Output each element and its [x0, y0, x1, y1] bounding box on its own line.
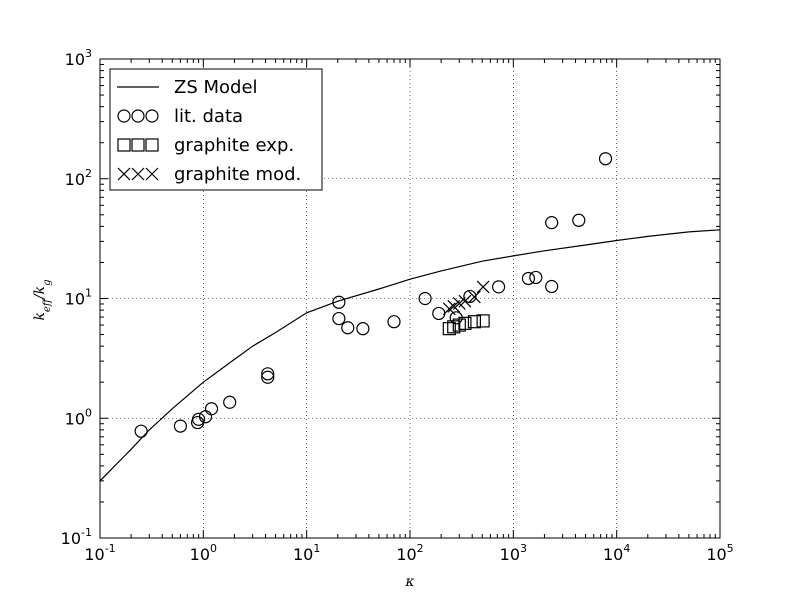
legend: ZS Model lit. data graphite exp. graphite m…	[109, 68, 323, 191]
legend-marker-swatch	[131, 109, 145, 123]
legend-marker-swatch	[145, 109, 159, 123]
data-point-circle	[341, 321, 355, 335]
x-tick-label: 105	[706, 542, 733, 564]
y-tick-label: 101	[65, 287, 92, 309]
data-point-circle	[173, 419, 188, 433]
data-point-circle	[545, 216, 559, 230]
data-point-circle	[192, 412, 206, 426]
y-tick-label: 103	[65, 47, 92, 69]
legend-marker-swatch	[117, 109, 131, 123]
data-point-square	[458, 316, 472, 330]
series-line-zs-model	[100, 229, 720, 482]
legend-label: graphite mod.	[174, 164, 301, 185]
x-tick-labels: 10-1 100 101 102 103 104 105	[84, 542, 733, 564]
data-point-square	[476, 314, 490, 328]
data-point-circle	[529, 270, 543, 285]
axis-ticks	[99, 58, 721, 539]
series-x	[442, 280, 490, 316]
data-point-x	[467, 290, 481, 304]
x-tick-label: 10-1	[84, 542, 115, 564]
data-point-circle	[134, 424, 148, 438]
data-point-circle	[198, 410, 213, 424]
data-point-x	[442, 302, 456, 316]
data-point-square	[442, 322, 456, 336]
data-point-circle	[418, 291, 432, 306]
data-point-circle	[223, 395, 237, 409]
x-tick-label: 102	[396, 542, 423, 564]
legend-entry: lit. data	[117, 106, 243, 127]
legend-marker-swatch	[131, 138, 145, 152]
legend-box	[109, 68, 323, 191]
data-point-circle	[387, 315, 401, 329]
legend-marker-swatch	[131, 167, 145, 181]
data-point-circle	[261, 370, 275, 384]
x-axis-label: κ	[404, 574, 414, 590]
series-layer	[100, 152, 720, 482]
data-point-circle	[491, 280, 506, 294]
legend-label: graphite exp.	[174, 135, 294, 156]
x-tick-label: 103	[500, 542, 527, 564]
data-point-square	[467, 315, 482, 329]
data-point-circle	[432, 306, 446, 321]
y-tick-label: 10-1	[61, 526, 92, 548]
data-point-circle	[261, 367, 275, 381]
data-point-circle	[572, 213, 586, 227]
data-point-circle	[463, 289, 477, 304]
y-tick-labels: 10-1 100 101 102 103	[61, 47, 92, 548]
data-point-circle	[545, 279, 559, 294]
data-point-x	[476, 280, 490, 294]
legend-entry: graphite exp.	[117, 135, 294, 156]
data-point-circle	[598, 152, 613, 166]
legend-entry: graphite mod.	[117, 164, 301, 185]
legend-marker-swatch	[117, 167, 131, 181]
series-square	[442, 314, 490, 336]
legend-marker-swatch	[145, 167, 159, 181]
data-point-circle	[204, 402, 219, 416]
data-point-circle	[521, 271, 536, 286]
x-tick-label: 100	[190, 542, 217, 564]
data-point-circle	[332, 311, 346, 326]
y-tick-label: 102	[65, 167, 92, 189]
data-point-circle	[332, 295, 346, 309]
legend-label: lit. data	[174, 106, 243, 127]
x-tick-label: 104	[603, 542, 630, 564]
legend-marker-swatch	[145, 138, 159, 152]
y-axis-label: keff/kg	[32, 279, 53, 320]
data-point-circle	[356, 322, 370, 336]
grid-lines	[100, 59, 720, 538]
data-point-x	[458, 294, 472, 308]
series-circle	[134, 152, 613, 438]
y-tick-label: 100	[65, 406, 92, 428]
legend-entry: ZS Model	[117, 77, 258, 98]
legend-marker-swatch	[117, 138, 131, 152]
legend-label: ZS Model	[174, 77, 258, 98]
x-tick-label: 101	[293, 542, 320, 564]
